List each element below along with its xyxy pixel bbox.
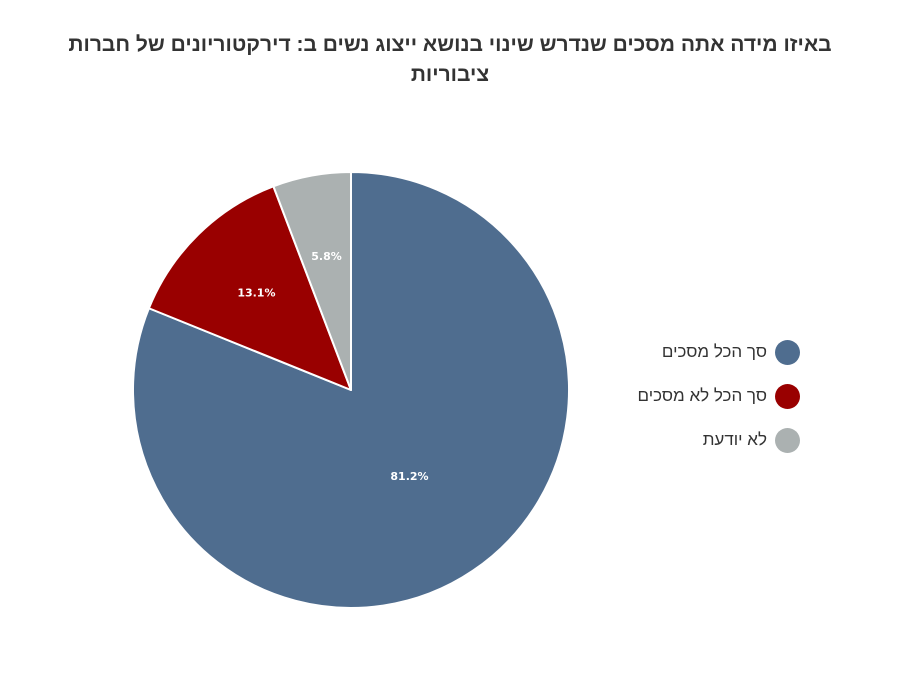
pie-slice-dont-know[interactable]: [272, 171, 352, 391]
pie-slices: [132, 171, 570, 609]
legend-label-dont-know: לא יודעת: [702, 430, 767, 449]
chart-title: באיזו מידה אתה מסכים שנדרש שינוי בנושא י…: [68, 33, 832, 86]
legend-label-agree: סך הכל מסכים: [661, 342, 767, 361]
pie-slice-label-dont-know: 5.8%: [311, 250, 342, 263]
legend-item-disagree[interactable]: סך הכל לא מסכים: [600, 374, 800, 418]
legend: סך הכל מסכים סך הכל לא מסכים לא יודעת: [600, 330, 800, 462]
legend-swatch-agree: [775, 339, 800, 365]
legend-label-disagree: סך הכל לא מסכים: [637, 386, 767, 405]
legend-item-dont-know[interactable]: לא יודעת: [600, 418, 800, 462]
pie-slice-disagree[interactable]: [147, 185, 352, 391]
pie-slice-label-disagree: 13.1%: [237, 286, 275, 299]
pie-slice-label-agree: 81.2%: [390, 470, 428, 483]
pie-slice-labels: 81.2% 13.1% 5.8%: [237, 250, 428, 483]
legend-swatch-dont-know: [775, 427, 800, 453]
legend-swatch-disagree: [775, 383, 800, 409]
legend-item-agree[interactable]: סך הכל מסכים: [600, 330, 800, 374]
